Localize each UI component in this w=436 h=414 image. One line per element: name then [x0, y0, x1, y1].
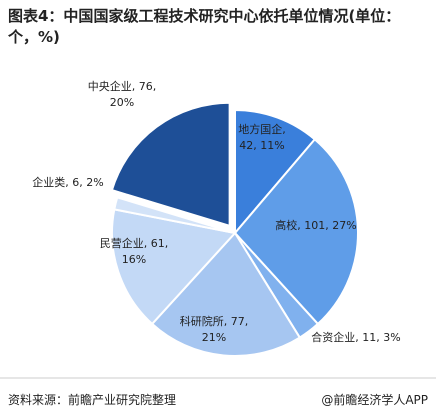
chart-title: 图表4：中国国家级工程技术研究中心依托单位情况(单位：个，%): [8, 7, 401, 46]
data-label: 42, 11%: [239, 139, 284, 152]
data-label: 地方国企,: [238, 122, 286, 136]
data-label: 中央企业, 76,: [88, 79, 157, 93]
pie-slice: [110, 101, 231, 228]
data-label: 民营企业, 61,: [100, 236, 169, 250]
pie-slice: [234, 108, 317, 236]
data-label: 20%: [110, 96, 134, 109]
data-label: 高校, 101, 27%: [275, 218, 356, 232]
source: 资料来源：前瞻产业研究院整理: [8, 393, 177, 407]
pie-slice: [111, 208, 237, 326]
pie-slice: [233, 137, 359, 326]
data-label: 企业类, 6, 2%: [32, 175, 103, 189]
data-label: 合资企业, 11, 3%: [311, 330, 400, 344]
pie-slice: [113, 196, 236, 234]
data-label: 21%: [202, 331, 226, 344]
credit: @前瞻经济学人APP: [321, 393, 428, 407]
data-label: 科研院所, 77,: [180, 314, 249, 328]
pie-slice: [150, 231, 302, 357]
data-label: 16%: [122, 253, 146, 266]
